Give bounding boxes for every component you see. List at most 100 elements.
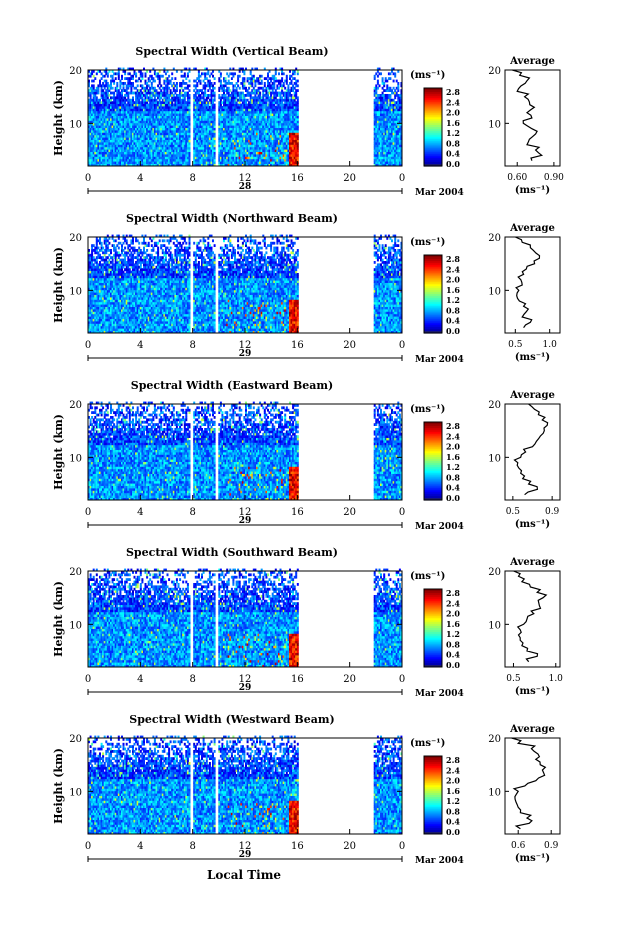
heatmap-cell — [107, 82, 109, 85]
heatmap-cell — [90, 96, 92, 99]
heatmap-cell — [126, 89, 128, 92]
heatmap-cell — [90, 75, 92, 78]
heatmap-cell — [107, 72, 109, 75]
heatmap-cell — [141, 72, 143, 75]
heatmap-cell — [96, 96, 98, 99]
heatmap-cell — [140, 80, 142, 83]
heatmap-cell — [93, 80, 95, 83]
heatmap-cell — [132, 96, 134, 99]
heatmap-cell — [108, 89, 110, 92]
heatmap-cell — [118, 89, 120, 92]
heatmap-cell — [123, 87, 125, 90]
heatmap-cell — [119, 87, 121, 90]
heatmap-cell — [104, 87, 106, 90]
heatmap-cell — [124, 101, 126, 104]
heatmap-cell — [141, 92, 143, 95]
heatmap-cell — [110, 84, 112, 87]
heatmap-cell — [135, 75, 137, 78]
heatmap-cell — [97, 87, 99, 90]
heatmap-cell — [145, 75, 147, 78]
heatmap-cell — [119, 80, 121, 83]
heatmap-cell — [127, 87, 129, 90]
heatmap-cell — [145, 72, 147, 75]
heatmap-cell — [112, 87, 114, 90]
heatmap-cell — [113, 82, 115, 85]
panels-layer: Spectral Width (Vertical Beam)1020Height… — [52, 45, 564, 866]
heatmap-cell — [140, 89, 142, 92]
heatmap-cell — [127, 94, 129, 97]
heatmap-cell — [97, 92, 99, 95]
heatmap-cell — [94, 94, 96, 97]
heatmap-cell — [132, 99, 134, 102]
heatmap-cell — [110, 99, 112, 102]
heatmap-cell — [113, 94, 115, 97]
heatmap-cell — [101, 72, 103, 75]
heatmap-cell — [127, 96, 129, 99]
heatmap-cell — [112, 75, 114, 78]
heatmap-cell — [99, 99, 101, 102]
heatmap-cell — [145, 80, 147, 83]
heatmap-cell — [107, 96, 109, 99]
heatmap-cell — [124, 72, 126, 75]
heatmap-cell — [93, 75, 95, 78]
heatmap-cell — [104, 75, 106, 78]
heatmap-cell — [97, 89, 99, 92]
heatmap-cell — [137, 80, 139, 83]
heatmap-cell — [124, 82, 126, 85]
heatmap-cell — [141, 77, 143, 80]
heatmap-cell — [105, 80, 107, 83]
heatmap-cell — [118, 77, 120, 80]
heatmap-cell — [119, 84, 121, 87]
heatmap-cell — [132, 75, 134, 78]
heatmap-cell — [141, 75, 143, 78]
heatmap-cell — [121, 94, 123, 97]
heatmap-cell — [118, 72, 120, 75]
heatmap-cell — [115, 77, 117, 80]
heatmap-cell — [101, 77, 103, 80]
heatmap-cell — [93, 87, 95, 90]
heatmap-cell — [137, 84, 139, 87]
heatmap-cell — [135, 87, 137, 90]
heatmap-cell — [130, 89, 132, 92]
heatmap-cell — [141, 96, 143, 99]
heatmap-cell — [130, 87, 132, 90]
heatmap-cell — [96, 72, 98, 75]
heatmap-cell — [141, 84, 143, 87]
heatmap-cell — [116, 82, 118, 85]
heatmap-cell — [121, 92, 123, 95]
heatmap-cell — [124, 96, 126, 99]
spectral-width-figure: Spectral Width (Vertical Beam)1020Height… — [0, 0, 627, 929]
heatmap-cell — [107, 75, 109, 78]
heatmap-cell — [102, 82, 104, 85]
panel-1: Spectral Width (Vertical Beam)1020Height… — [52, 45, 564, 198]
heatmap-cell — [99, 82, 101, 85]
heatmap-cell — [90, 94, 92, 97]
heatmap-cell — [132, 84, 134, 87]
heatmap-cell — [113, 92, 115, 95]
heatmap-cell — [101, 87, 103, 90]
heatmap-cell — [102, 89, 104, 92]
heatmap-cell — [107, 92, 109, 95]
heatmap-cell — [132, 82, 134, 85]
chart-title: Spectral Width (Vertical Beam) — [135, 45, 328, 58]
heatmap-cell — [91, 72, 93, 75]
heatmap-cell — [129, 80, 131, 83]
heatmap-cell — [116, 84, 118, 87]
heatmap-cell — [108, 94, 110, 97]
heatmap-cell — [99, 80, 101, 83]
heatmap-cell — [93, 84, 95, 87]
heatmap-cells — [88, 68, 402, 167]
heatmap-cell — [116, 87, 118, 90]
heatmap-cell — [94, 77, 96, 80]
heatmap-cell — [132, 77, 134, 80]
heatmap-cell — [113, 80, 115, 83]
heatmap-cell — [118, 75, 120, 78]
heatmap-cell — [121, 77, 123, 80]
heatmap-cell — [123, 84, 125, 87]
heatmap-cell — [135, 72, 137, 75]
heatmap-cell — [121, 75, 123, 78]
heatmap-cell — [138, 99, 140, 102]
heatmap-cell — [112, 77, 114, 80]
heatmap-cell — [129, 72, 131, 75]
heatmap-cell — [138, 77, 140, 80]
